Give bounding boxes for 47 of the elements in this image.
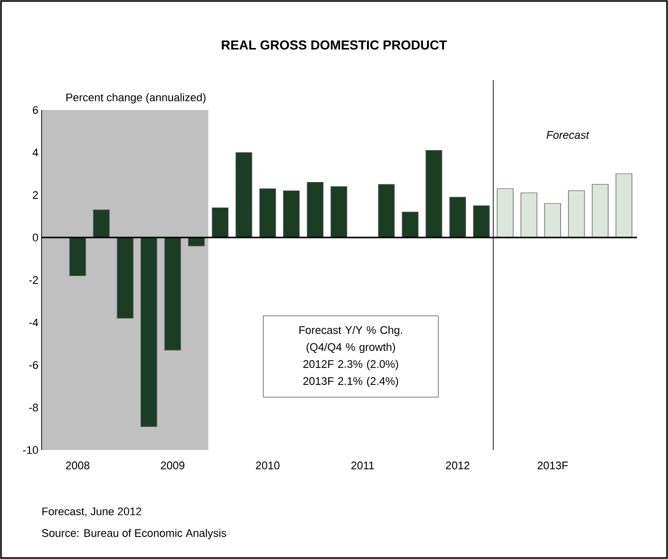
- bar: [592, 184, 608, 238]
- bar: [330, 186, 348, 238]
- annotation: Forecast Y/Y % Chg.: [299, 326, 402, 336]
- x-tick-label: 2010: [256, 462, 280, 470]
- x-tick-label: 2012: [446, 462, 470, 470]
- bar: [544, 203, 561, 238]
- bar: [426, 150, 442, 238]
- bar: [568, 190, 585, 238]
- annotation: 2012F 2.3% (2.0%): [303, 360, 398, 370]
- y-tick-label: 4: [32, 148, 38, 156]
- x-tick-label: 2008: [66, 462, 90, 470]
- bar: [164, 237, 181, 350]
- annotation: Forecast: [546, 131, 590, 139]
- bar: [212, 207, 228, 238]
- y-tick-label: 6: [32, 106, 38, 114]
- bar: [188, 237, 205, 246]
- y-tick-label: -4: [29, 318, 38, 326]
- annotation: 2013F 2.1% (2.4%): [303, 376, 398, 388]
- bar: [616, 173, 632, 238]
- bar: [140, 237, 158, 427]
- bar: [93, 210, 110, 238]
- y-tick-label: 0: [32, 234, 38, 242]
- bar: [116, 237, 134, 319]
- y-tick-label: -2: [29, 276, 38, 284]
- y-axis-title: Percent change (annualized): [66, 93, 206, 104]
- source-note: Source: Bureau of Economic Analysis: [42, 528, 226, 540]
- bar: [402, 212, 418, 238]
- bar: [496, 188, 514, 238]
- bar: [473, 205, 490, 238]
- bar: [378, 184, 395, 238]
- bar: [69, 237, 86, 276]
- x-tick-label: 2009: [160, 462, 184, 470]
- text: Forecast, June 2012: [42, 507, 142, 517]
- bar: [283, 190, 300, 238]
- bar: [236, 152, 252, 238]
- bar: [449, 196, 466, 238]
- annotation: (Q4/Q4 % growth): [306, 342, 396, 354]
- x-tick-label: 2011: [351, 462, 374, 470]
- y-tick-label: -10: [23, 446, 38, 454]
- y-tick-label: 2: [32, 191, 38, 199]
- x-tick-label: 2013F: [538, 462, 568, 470]
- bar: [306, 182, 324, 238]
- chart-title: REAL GROSS DOMESTIC PRODUCT: [222, 40, 447, 50]
- bar: [520, 192, 538, 238]
- y-tick-label: -8: [29, 404, 38, 412]
- y-tick-label: -6: [29, 361, 38, 369]
- bar: [259, 188, 276, 238]
